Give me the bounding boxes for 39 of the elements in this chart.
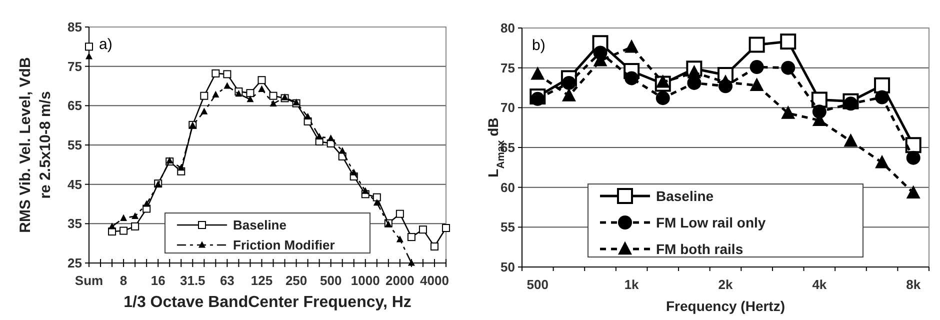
legend-label: FM Low rail only [656,214,766,230]
x-tick-label: 63 [220,273,234,288]
y-tick-label: 80 [500,20,515,36]
y-tick-label: 85 [68,20,82,35]
y-tick-label: 65 [68,98,82,114]
y-tick-label: 75 [68,58,82,74]
annotation: b) [532,37,546,54]
x-tick-label: 4k [812,277,828,292]
x-tick-label: 4000 [420,273,449,288]
y-tick-label: 45 [68,176,82,192]
x-tick-label: 250 [285,273,308,288]
x-tick-label: 1k [624,277,640,292]
y-axis-title: RMS Vib. Vel. Level, VdB re 2.5x10-8 m/s [17,57,54,233]
legend-label: Friction Modifier [233,238,335,253]
x-tick-label: 1000 [350,273,380,288]
x-tick-label: 8 [120,273,128,288]
x-tick-label: 2000 [385,273,414,288]
y-tick-label: 75 [500,60,515,76]
legend-label: Baseline [233,218,286,233]
annotation: a) [99,36,112,53]
y-tick-label: 55 [500,220,515,235]
x-tick-label: 500 [526,277,549,292]
x-tick-label: 125 [250,273,273,288]
x-tick-label: 31.5 [180,273,206,288]
x-axis-title: 1/3 Octave BandCenter Frequency, Hz [124,294,412,311]
x-tick-label: 500 [320,273,342,288]
y-tick-label: 60 [500,180,515,195]
x-axis-title: Frequency (Hertz) [666,298,786,314]
y-tick-label: 35 [68,216,82,232]
legend-label: FM both rails [656,240,744,257]
x-tick-label: 16 [150,273,166,288]
legend-label: Baseline [656,188,714,204]
x-tick-label: 2k [718,277,734,292]
x-tick-label: 8k [906,277,922,292]
y-tick-label: 50 [500,260,515,275]
y-tick-label: 25 [68,256,82,271]
y-tick-label: 70 [500,100,515,116]
x-tick-label: Sum [74,273,104,288]
y-tick-label: 55 [68,138,82,153]
